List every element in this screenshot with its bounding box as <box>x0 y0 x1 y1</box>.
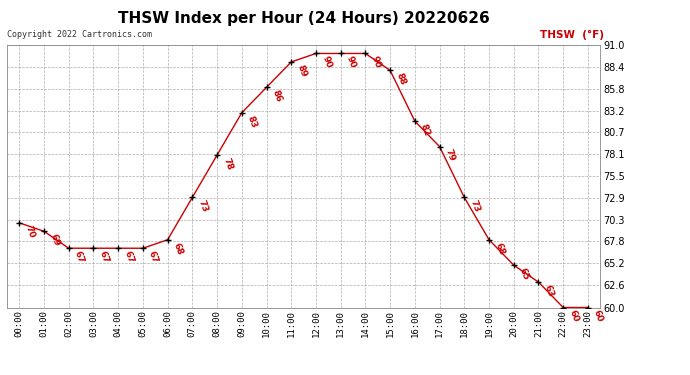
Text: 70: 70 <box>23 224 36 239</box>
Text: 69: 69 <box>48 232 61 248</box>
Text: 68: 68 <box>172 241 184 256</box>
Text: 68: 68 <box>493 241 506 256</box>
Text: 63: 63 <box>542 284 555 298</box>
Text: 78: 78 <box>221 156 234 171</box>
Text: Copyright 2022 Cartronics.com: Copyright 2022 Cartronics.com <box>7 30 152 39</box>
Text: 79: 79 <box>444 148 457 163</box>
Text: 90: 90 <box>345 55 357 70</box>
Text: 89: 89 <box>295 63 308 78</box>
Text: 73: 73 <box>197 199 209 214</box>
Text: 67: 67 <box>147 250 160 264</box>
Text: 90: 90 <box>370 55 382 70</box>
Text: 67: 67 <box>97 250 110 264</box>
Text: 60: 60 <box>592 309 605 324</box>
Text: 82: 82 <box>419 123 432 137</box>
Text: 83: 83 <box>246 114 259 129</box>
Text: 60: 60 <box>567 309 580 324</box>
Text: 67: 67 <box>73 250 86 264</box>
Text: 67: 67 <box>122 250 135 264</box>
Text: 86: 86 <box>270 89 284 104</box>
Text: THSW Index per Hour (24 Hours) 20220626: THSW Index per Hour (24 Hours) 20220626 <box>118 11 489 26</box>
Text: 90: 90 <box>320 55 333 70</box>
Text: 65: 65 <box>518 267 531 281</box>
Text: 73: 73 <box>469 199 481 214</box>
Text: 88: 88 <box>394 72 407 87</box>
Text: THSW  (°F): THSW (°F) <box>540 30 604 40</box>
